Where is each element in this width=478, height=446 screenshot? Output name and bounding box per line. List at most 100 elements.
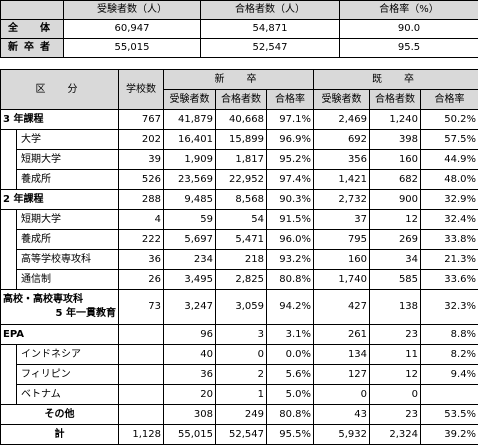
table-cell: 32.9%	[420, 189, 478, 210]
table-cell: 234	[163, 249, 216, 270]
table-cell: 1	[215, 384, 267, 405]
table-cell: 39.2%	[420, 424, 478, 445]
table-row: EPA 96 3 3.1% 261 23 8.8%	[0, 324, 478, 345]
indent-cell	[0, 149, 17, 170]
table-cell: 2	[215, 364, 267, 385]
table-cell: 5.6%	[265, 364, 315, 385]
summary-corner-cell	[0, 0, 64, 20]
table-row: 養成所 526 23,569 22,952 97.4% 1,421 682 48…	[0, 169, 478, 190]
table-cell: 2,732	[313, 189, 371, 210]
new-graduates-header: 新 卒	[162, 69, 315, 90]
category-label-line1: 高校・高校専攻科	[3, 294, 83, 305]
table-cell: 202	[118, 129, 164, 150]
indent-cell	[0, 229, 17, 250]
table-cell: 9,485	[163, 189, 216, 210]
table-cell: 11	[369, 344, 422, 365]
table-cell: 795	[313, 229, 371, 250]
table-cell: 8,568	[215, 189, 267, 210]
table-cell: 80.8%	[265, 404, 315, 425]
table-cell: 52,547	[215, 424, 267, 445]
category-label-line2: 5 年一貫教育	[55, 308, 116, 319]
subcategory-label: 大学	[16, 129, 119, 150]
table-cell: 1,740	[313, 269, 371, 290]
subheader-cell: 合格者数	[215, 89, 267, 110]
table-cell: 53.5%	[420, 404, 478, 425]
table-row: 高校・高校専攻科 5 年一貫教育 73 3,247 3,059 94.2% 42…	[0, 289, 478, 325]
summary-row: 全 体 60,947 54,871 90.0	[0, 19, 478, 39]
table-cell: 0	[313, 384, 371, 405]
table-row: フィリピン 36 2 5.6% 127 12 9.4%	[0, 364, 478, 385]
table-cell: 59	[163, 209, 216, 230]
indent-cell	[0, 129, 17, 150]
table-cell: 308	[163, 404, 216, 425]
table-cell: 3,059	[215, 289, 267, 325]
subcategory-label: 高等学校専攻科	[16, 249, 119, 270]
indent-cell	[0, 384, 17, 405]
table-cell: 249	[215, 404, 267, 425]
table-cell: 33.6%	[420, 269, 478, 290]
subcategory-label: 養成所	[16, 169, 119, 190]
subcategory-label: ベトナム	[16, 384, 119, 405]
table-cell: 20	[163, 384, 216, 405]
table-cell: 36	[163, 364, 216, 385]
summary-header-row: 受験者数（人） 合格者数（人） 合格率（%）	[0, 0, 478, 20]
table-cell: 5,697	[163, 229, 216, 250]
table-cell: 3	[215, 324, 267, 345]
subcategory-label: 短期大学	[16, 149, 119, 170]
table-cell: 34	[369, 249, 422, 270]
table-cell: 26	[118, 269, 164, 290]
table-cell: 526	[118, 169, 164, 190]
table-cell: 50.2%	[420, 109, 478, 130]
indent-cell	[0, 209, 17, 230]
table-row: 2 年課程 288 9,485 8,568 90.3% 2,732 900 32…	[0, 189, 478, 210]
category-label: 高校・高校専攻科 5 年一貫教育	[0, 289, 119, 325]
summary-cell: 55,015	[63, 38, 201, 58]
table-cell	[118, 344, 164, 365]
table-cell: 0	[369, 384, 422, 405]
table-cell: 94.2%	[265, 289, 315, 325]
table-cell: 95.2%	[265, 149, 315, 170]
summary-row-label: 新卒者	[0, 38, 64, 58]
table-row: 短期大学 39 1,909 1,817 95.2% 356 160 44.9%	[0, 149, 478, 170]
table-cell: 4	[118, 209, 164, 230]
table-cell: 9.4%	[420, 364, 478, 385]
table-cell: 97.4%	[265, 169, 315, 190]
table-cell: 585	[369, 269, 422, 290]
table-cell: 57.5%	[420, 129, 478, 150]
table-cell: 5.0%	[265, 384, 315, 405]
table-cell: 900	[369, 189, 422, 210]
table-cell: 0.0%	[265, 344, 315, 365]
table-cell: 44.9%	[420, 149, 478, 170]
table-cell: 40	[163, 344, 216, 365]
table-cell: 90.3%	[265, 189, 315, 210]
table-cell: 2,825	[215, 269, 267, 290]
table-row: ベトナム 20 1 5.0% 0 0	[0, 384, 478, 405]
table-cell: 3.1%	[265, 324, 315, 345]
table-cell	[118, 364, 164, 385]
schools-header: 学校数	[118, 69, 164, 110]
table-cell: 0	[215, 344, 267, 365]
table-row: 養成所 222 5,697 5,471 96.0% 795 269 33.8%	[0, 229, 478, 250]
table-cell: 8.8%	[420, 324, 478, 345]
table-cell: 1,909	[163, 149, 216, 170]
subcategory-label: インドネシア	[16, 344, 119, 365]
table-cell: 91.5%	[265, 209, 315, 230]
table-cell: 1,817	[215, 149, 267, 170]
subcategory-label: 通信制	[16, 269, 119, 290]
table-cell: 96.0%	[265, 229, 315, 250]
indent-cell	[0, 344, 17, 365]
table-cell: 5,932	[313, 424, 371, 445]
table-cell	[118, 324, 164, 345]
table-cell: 33.8%	[420, 229, 478, 250]
summary-cell: 52,547	[200, 38, 340, 58]
indent-cell	[0, 169, 17, 190]
subheader-cell: 合格率	[265, 89, 315, 110]
table-cell	[118, 404, 164, 425]
table-cell: 692	[313, 129, 371, 150]
summary-header-cell: 合格者数（人）	[200, 0, 340, 20]
detail-header-row: 区 分 学校数 新 卒 既 卒	[0, 69, 478, 110]
table-cell: 127	[313, 364, 371, 385]
summary-cell: 90.0	[339, 19, 478, 39]
table-cell: 398	[369, 129, 422, 150]
